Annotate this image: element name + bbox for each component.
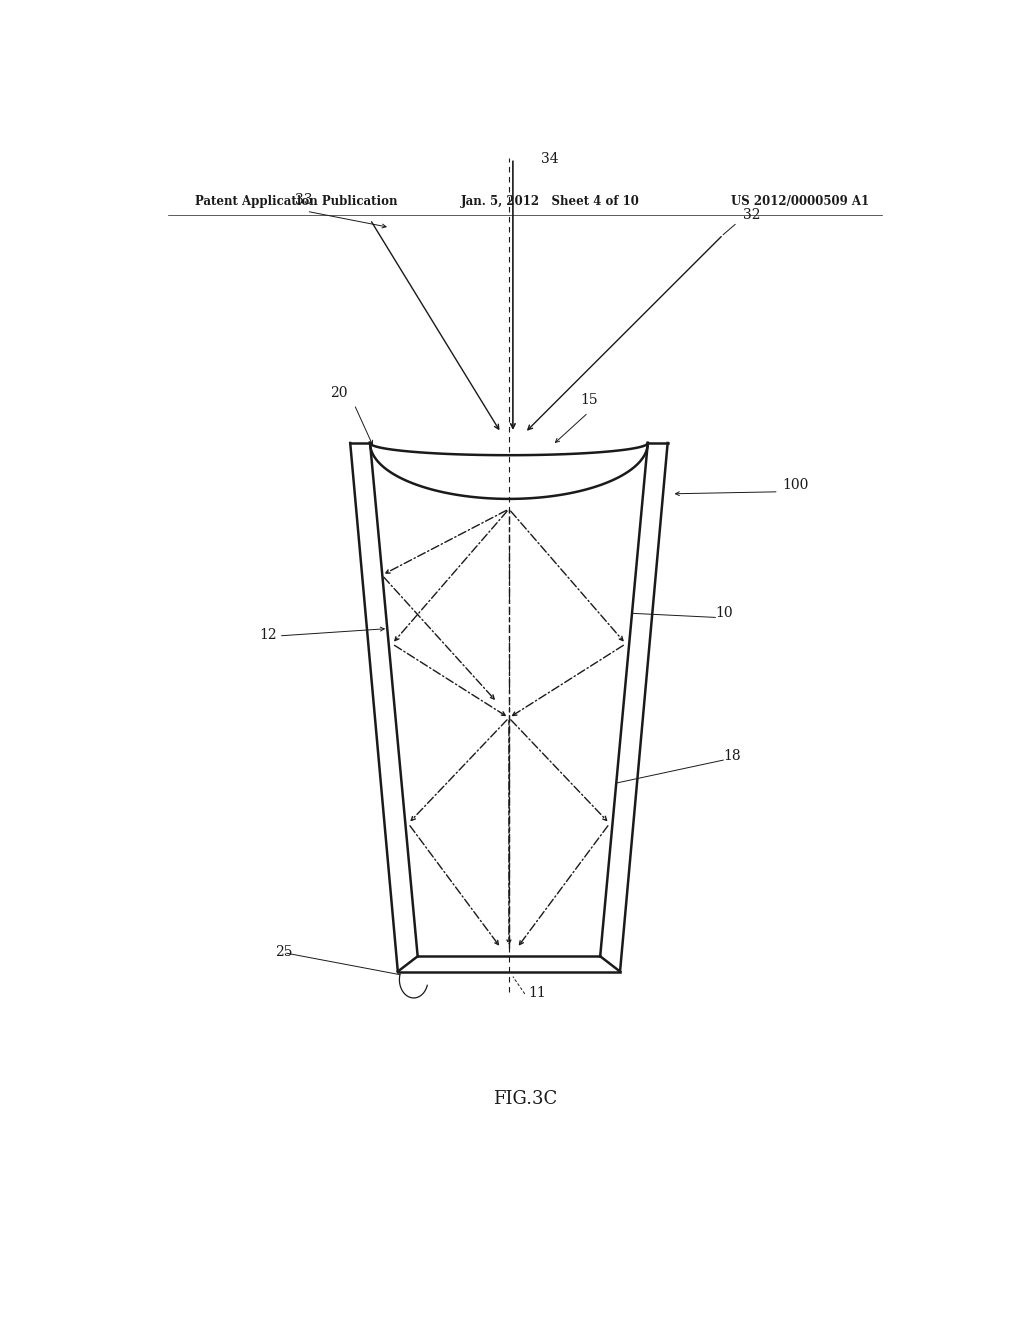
Text: Patent Application Publication: Patent Application Publication xyxy=(196,194,398,207)
Text: 10: 10 xyxy=(715,606,733,620)
Text: 11: 11 xyxy=(528,986,547,1001)
Text: 20: 20 xyxy=(331,387,348,400)
Text: FIG.3C: FIG.3C xyxy=(493,1089,557,1107)
Text: 12: 12 xyxy=(259,627,276,642)
Text: 33: 33 xyxy=(295,193,312,207)
Text: Jan. 5, 2012   Sheet 4 of 10: Jan. 5, 2012 Sheet 4 of 10 xyxy=(461,194,640,207)
Text: 100: 100 xyxy=(782,478,809,492)
Text: 15: 15 xyxy=(581,393,598,408)
Text: 34: 34 xyxy=(541,153,558,166)
Text: 32: 32 xyxy=(743,209,761,222)
Text: 25: 25 xyxy=(274,945,292,960)
Text: US 2012/0000509 A1: US 2012/0000509 A1 xyxy=(731,194,869,207)
Text: 18: 18 xyxy=(723,750,740,763)
